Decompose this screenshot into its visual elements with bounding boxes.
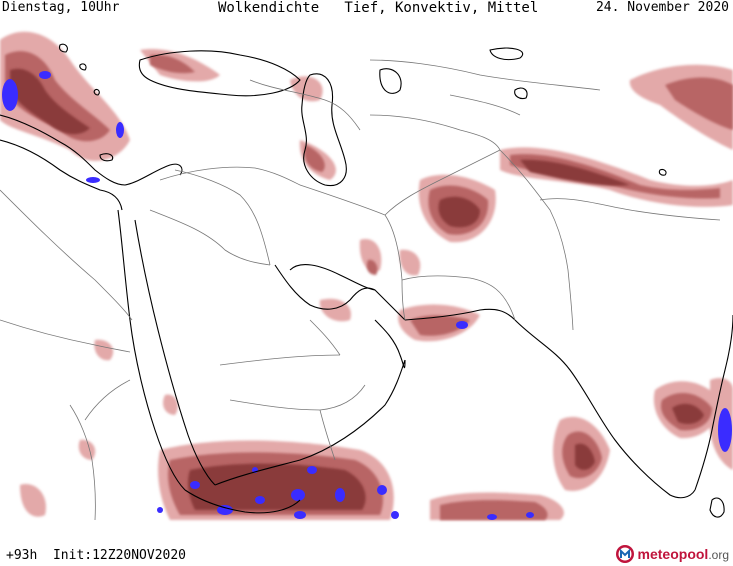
coastlines — [0, 43, 733, 518]
map-background — [0, 20, 733, 525]
meteopool-logo-icon — [615, 545, 634, 563]
map-header: Dienstag, 10Uhr Wolkendichte Tief, Konve… — [0, 0, 733, 20]
country-borders — [0, 59, 721, 521]
map-footer: +93h Init:12Z20NOV2020 meteopool.org — [0, 525, 733, 566]
brand-text: meteopool.org — [638, 546, 729, 562]
brand-name: meteopool — [637, 546, 709, 562]
cloud-density-map — [0, 20, 733, 525]
valid-date-label: 24. November 2020 — [595, 0, 729, 15]
brand-tld: .org — [708, 548, 729, 562]
cloud-field-dense — [10, 68, 704, 510]
meteopool-brand[interactable]: meteopool.org — [615, 543, 729, 565]
valid-time-label: Dienstag, 10Uhr — [2, 0, 120, 15]
map-title: Wolkendichte Tief, Konvektiv, Mittel — [218, 0, 539, 16]
forecast-init-label: +93h Init:12Z20NOV2020 — [6, 548, 187, 563]
